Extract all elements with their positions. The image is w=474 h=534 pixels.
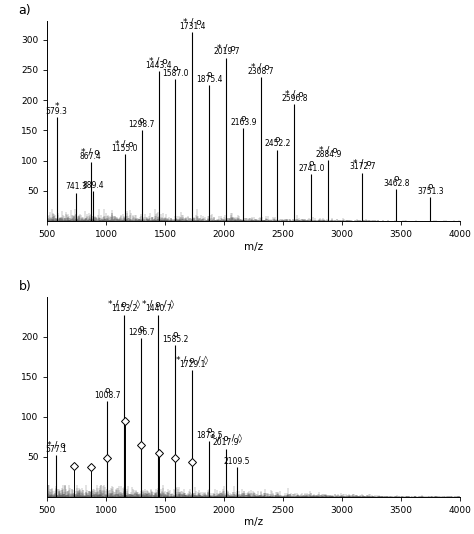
Text: 1153.2: 1153.2: [111, 304, 137, 313]
Text: 2741.0: 2741.0: [298, 163, 325, 172]
Text: 1155.0: 1155.0: [111, 144, 138, 153]
Text: 1873.5: 1873.5: [196, 430, 222, 439]
Text: 3172.7: 3172.7: [349, 162, 375, 171]
Text: a): a): [18, 4, 31, 18]
Text: 2019.7: 2019.7: [213, 48, 240, 57]
Text: 2017.9: 2017.9: [213, 438, 239, 447]
Text: o: o: [241, 114, 246, 123]
Text: 3462.8: 3462.8: [383, 179, 410, 188]
Text: 1440.7: 1440.7: [145, 304, 172, 313]
Text: 1298.7: 1298.7: [128, 120, 155, 129]
Text: *: *: [55, 103, 59, 112]
Text: 1875.4: 1875.4: [196, 75, 223, 84]
Text: o: o: [309, 159, 314, 168]
Text: 1585.2: 1585.2: [162, 335, 189, 344]
Text: 579.3: 579.3: [46, 107, 68, 116]
Text: o: o: [139, 116, 144, 125]
Text: * / o / ◊: * / o / ◊: [210, 434, 242, 443]
Text: b): b): [18, 280, 31, 293]
Text: 2452.2: 2452.2: [264, 139, 291, 148]
Text: o: o: [207, 426, 212, 435]
Text: 741.3: 741.3: [65, 183, 87, 191]
Text: 2308.7: 2308.7: [247, 67, 274, 76]
Text: * / o: * / o: [82, 148, 100, 157]
Text: * / o / ◊: * / o / ◊: [109, 300, 140, 309]
Text: * / o: * / o: [251, 62, 270, 72]
Text: o: o: [173, 64, 178, 73]
Text: * / o / ◊: * / o / ◊: [176, 356, 208, 365]
Text: 1729.1: 1729.1: [179, 360, 205, 369]
Text: 867.4: 867.4: [80, 152, 101, 161]
X-axis label: m/z: m/z: [244, 517, 263, 528]
Text: 2884.9: 2884.9: [315, 150, 342, 159]
Text: o: o: [428, 182, 433, 191]
Text: * / o: * / o: [47, 441, 66, 450]
Text: * / o: * / o: [115, 140, 134, 149]
Text: * / o: * / o: [217, 43, 236, 52]
Text: * / o / ◊: * / o / ◊: [142, 300, 174, 309]
Text: 1731.4: 1731.4: [179, 22, 206, 31]
Text: o: o: [207, 70, 212, 80]
Text: * / o: * / o: [285, 90, 304, 99]
Text: 2596.8: 2596.8: [281, 94, 308, 103]
Text: 889.4: 889.4: [82, 180, 104, 190]
Text: 1587.0: 1587.0: [162, 69, 189, 77]
Text: 1008.7: 1008.7: [94, 390, 120, 399]
Text: o: o: [274, 135, 280, 144]
Text: 577.1: 577.1: [46, 445, 67, 454]
Text: o: o: [394, 175, 399, 183]
Text: 1443.4: 1443.4: [145, 61, 172, 70]
Text: o: o: [138, 324, 144, 333]
Text: o: o: [173, 330, 178, 339]
Text: * / o: * / o: [149, 57, 168, 65]
Text: * / o: * / o: [319, 145, 338, 154]
Text: 2109.5: 2109.5: [224, 457, 250, 466]
Text: 1296.7: 1296.7: [128, 328, 155, 337]
Text: o: o: [105, 386, 110, 395]
X-axis label: m/z: m/z: [244, 242, 263, 252]
Text: 3751.3: 3751.3: [417, 187, 444, 195]
Text: * / o: * / o: [353, 158, 372, 167]
Text: 2163.9: 2163.9: [230, 118, 257, 127]
Text: * / o: * / o: [183, 18, 202, 27]
